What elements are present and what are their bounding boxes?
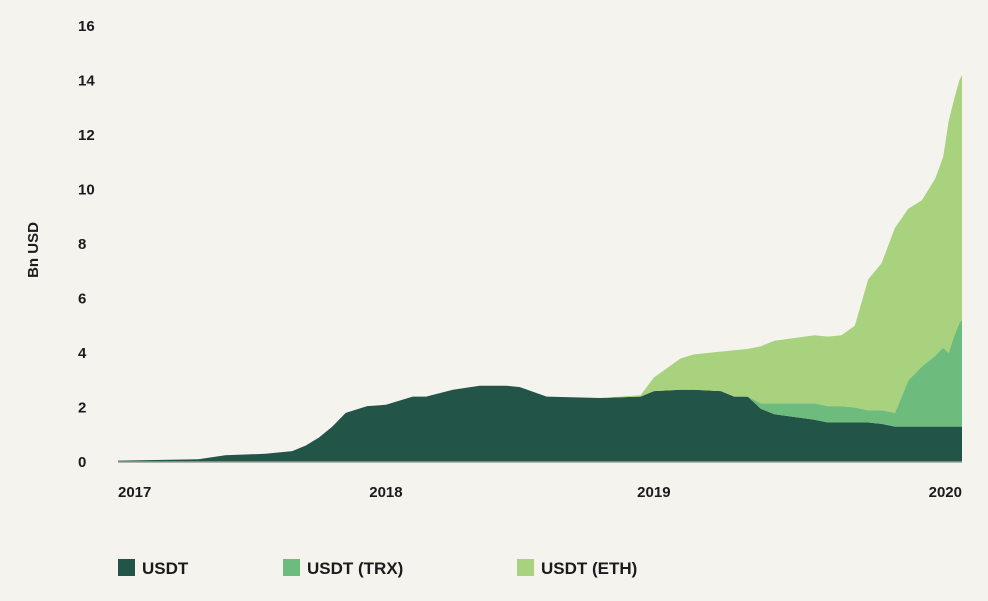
area-series-3	[118, 75, 962, 461]
legend-label: USDT	[142, 559, 189, 578]
y-tick-label: 2	[78, 400, 86, 417]
areas-layer	[118, 75, 962, 462]
y-tick-label: 6	[78, 291, 86, 308]
legend-label: USDT (TRX)	[307, 559, 403, 578]
legend-swatch	[118, 559, 135, 576]
axis-layer: 0 2 4 6 8 10 12 14 16 2017 2018 2019 2020	[78, 18, 962, 501]
x-tick-label: 2020	[929, 484, 962, 501]
legend: USDT USDT (TRX) USDT (ETH)	[118, 559, 637, 578]
x-tick-label: 2017	[118, 484, 151, 501]
legend-label: USDT (ETH)	[541, 559, 637, 578]
y-tick-label: 0	[78, 454, 86, 471]
legend-item: USDT (TRX)	[283, 559, 403, 578]
legend-swatch	[517, 559, 534, 576]
legend-item: USDT (ETH)	[517, 559, 637, 578]
y-tick-label: 8	[78, 236, 86, 253]
legend-swatch	[283, 559, 300, 576]
area-series-1	[118, 385, 962, 462]
x-tick-label: 2018	[369, 484, 402, 501]
y-tick-label: 16	[78, 18, 95, 35]
y-tick-label: 14	[78, 73, 95, 90]
x-tick-label: 2019	[637, 484, 670, 501]
y-axis-title: Bn USD	[25, 222, 42, 278]
legend-item: USDT	[118, 559, 189, 578]
y-tick-label: 4	[78, 345, 87, 362]
y-tick-label: 10	[78, 182, 95, 199]
y-tick-label: 12	[78, 127, 95, 144]
